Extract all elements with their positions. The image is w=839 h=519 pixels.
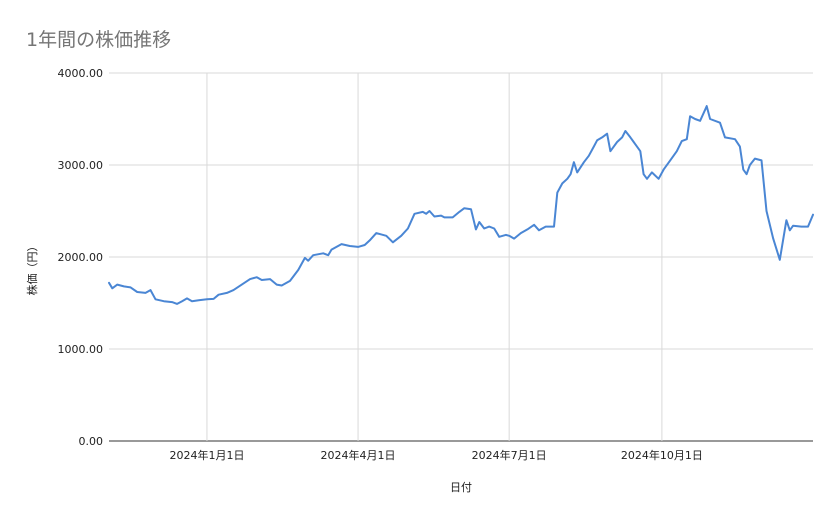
y-axis-title: 株価（円） <box>25 241 39 296</box>
series-line <box>108 105 814 305</box>
y-tick-label: 0.00 <box>79 435 104 448</box>
x-axis-tick-labels: 2024年1月1日 2024年4月1日 2024年7月1日 2024年10月1日 <box>169 448 702 462</box>
y-tick-label: 3000.00 <box>58 159 104 172</box>
chart-title: 1年間の株価推移 <box>26 29 171 51</box>
y-axis-tick-labels: 0.00 1000.00 2000.00 3000.00 4000.00 <box>58 67 104 448</box>
x-tick-label: 2024年10月1日 <box>621 448 703 462</box>
horizontal-gridlines <box>109 72 813 442</box>
x-axis-title: 日付 <box>450 481 472 494</box>
vertical-gridlines <box>206 73 663 441</box>
x-tick-label: 2024年7月1日 <box>472 448 547 462</box>
x-tick-label: 2024年1月1日 <box>169 448 244 462</box>
y-tick-label: 2000.00 <box>58 251 104 264</box>
x-tick-label: 2024年4月1日 <box>321 448 396 462</box>
y-tick-label: 4000.00 <box>58 67 104 80</box>
y-tick-label: 1000.00 <box>58 343 104 356</box>
series-layer <box>108 105 814 305</box>
